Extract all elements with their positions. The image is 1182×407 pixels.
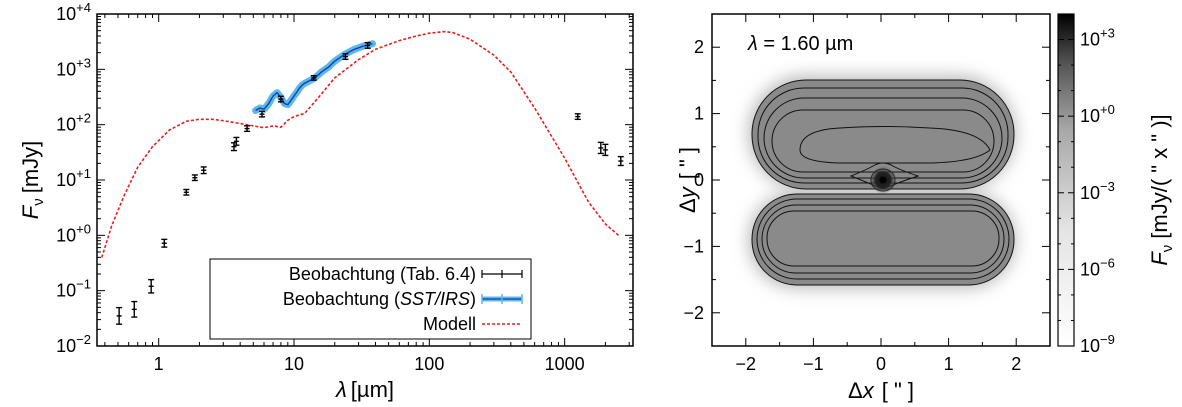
y-tick-label: 10+4 — [56, 0, 91, 24]
wavelength-annotation: λ = 1.60 µm — [747, 33, 853, 55]
sed-chart: 10−210−110+010+110+210+310+4 1 10 100 1000 … — [18, 0, 634, 402]
x-tick-label: 1000 — [545, 354, 585, 374]
map-x-tick-label: 2 — [1011, 354, 1021, 374]
observation-point — [277, 95, 284, 103]
contour-lower-3 — [761, 204, 1005, 274]
map-y-tick-label: −1 — [683, 236, 704, 256]
observation-series — [116, 41, 624, 325]
map-y-tick-label: 0 — [694, 170, 704, 190]
x-tick-label: 100 — [414, 354, 444, 374]
observation-point — [258, 110, 265, 118]
map-y-tick-label: −2 — [683, 303, 704, 323]
map-x-tick-labels: −2 −1 0 1 2 — [736, 354, 1022, 374]
legend-marker-observation — [481, 270, 523, 278]
model-curve — [101, 30, 620, 258]
x-tick-label: 1 — [154, 354, 164, 374]
legend-box — [209, 258, 532, 340]
map-x-tick-label: −2 — [736, 354, 757, 374]
contour-lower-4 — [766, 210, 1000, 267]
central-contours — [870, 168, 896, 192]
y-tick-label: 10+1 — [56, 166, 91, 190]
colorbar-ticks — [1058, 13, 1074, 347]
observation-point — [364, 41, 371, 49]
colorbar-tick-label: 10−3 — [1080, 179, 1115, 203]
map-x-tick-label: −1 — [803, 354, 824, 374]
map-ticks — [711, 13, 1051, 347]
legend-entry-observation: Beobachtung (Tab. 6.4) — [289, 264, 476, 284]
central-core — [880, 177, 886, 183]
colorbar-tick-label: 10−9 — [1080, 332, 1115, 356]
map-x-axis-label: Δx[ " ] — [848, 378, 914, 403]
colorbar-label: Fν[mJy/( " x " )] — [1147, 114, 1176, 265]
colorbar-tick-label: 10+0 — [1080, 102, 1115, 126]
colorbar — [1057, 13, 1075, 347]
map-x-tick-label: 1 — [944, 354, 954, 374]
sed-x-tick-labels: 1 10 100 1000 — [154, 354, 585, 374]
observation-point — [617, 155, 624, 167]
map-y-axis-label: Δy[ " ] — [675, 147, 700, 213]
y-tick-label: 10+3 — [56, 55, 91, 79]
intensity-map: −2 −1 0 1 2 −2 −1 0 1 2 λ = 1.60 µm Δx[ " ] Δy[ … — [675, 13, 1176, 403]
y-tick-label: 10−2 — [56, 332, 91, 356]
model-series — [101, 30, 620, 258]
legend-entry-irs: Beobachtung (SST/IRS) — [283, 289, 476, 309]
observation-point — [230, 142, 237, 152]
legend-entry-model: Modell — [423, 314, 476, 334]
y-tick-label: 10+0 — [56, 221, 91, 245]
observation-point — [161, 238, 168, 248]
colorbar-tick-labels: 10−9 10−6 10−3 10+0 10+3 — [1080, 26, 1115, 356]
irs-spectrum-line — [255, 43, 373, 112]
sed-y-tick-labels: 10−2 10−1 10+0 10+1 10+2 10+3 10+4 — [56, 0, 91, 356]
y-tick-label: 10−1 — [56, 277, 91, 301]
observation-point — [148, 278, 155, 294]
contour-upper-5 — [799, 126, 991, 164]
observation-point — [342, 53, 349, 61]
disk-lower-body — [752, 194, 1014, 285]
legend-marker-irs — [481, 294, 523, 304]
observation-point — [574, 113, 581, 121]
map-x-tick-label: 0 — [876, 354, 886, 374]
observation-point — [191, 174, 198, 182]
observation-point — [183, 188, 190, 196]
observation-point — [310, 74, 317, 81]
contour-lower-2 — [756, 198, 1010, 280]
observation-point — [602, 143, 609, 157]
sed-legend: Beobachtung (Tab. 6.4) Beobachtung (SST/… — [209, 258, 532, 340]
sed-y-axis-label: Fν[mJy] — [18, 141, 47, 220]
map-y-tick-label: 2 — [694, 37, 704, 57]
irs-series — [252, 40, 376, 114]
map-frame — [711, 13, 1051, 347]
x-tick-label: 10 — [284, 354, 304, 374]
observation-point — [244, 125, 251, 133]
colorbar-tick-label: 10−6 — [1080, 255, 1115, 279]
observation-point — [597, 141, 604, 155]
colorbar-tick-label: 10+3 — [1080, 26, 1115, 50]
map-y-tick-labels: −2 −1 0 1 2 — [683, 37, 704, 323]
sed-x-axis-label: λ [µm] — [335, 377, 394, 402]
observation-point — [233, 136, 240, 146]
sed-plot-frame — [96, 13, 634, 347]
observation-point — [116, 306, 123, 325]
y-tick-label: 10+2 — [56, 111, 91, 135]
observation-point — [200, 166, 207, 175]
observation-point — [131, 300, 138, 318]
map-y-tick-label: 1 — [694, 104, 704, 124]
